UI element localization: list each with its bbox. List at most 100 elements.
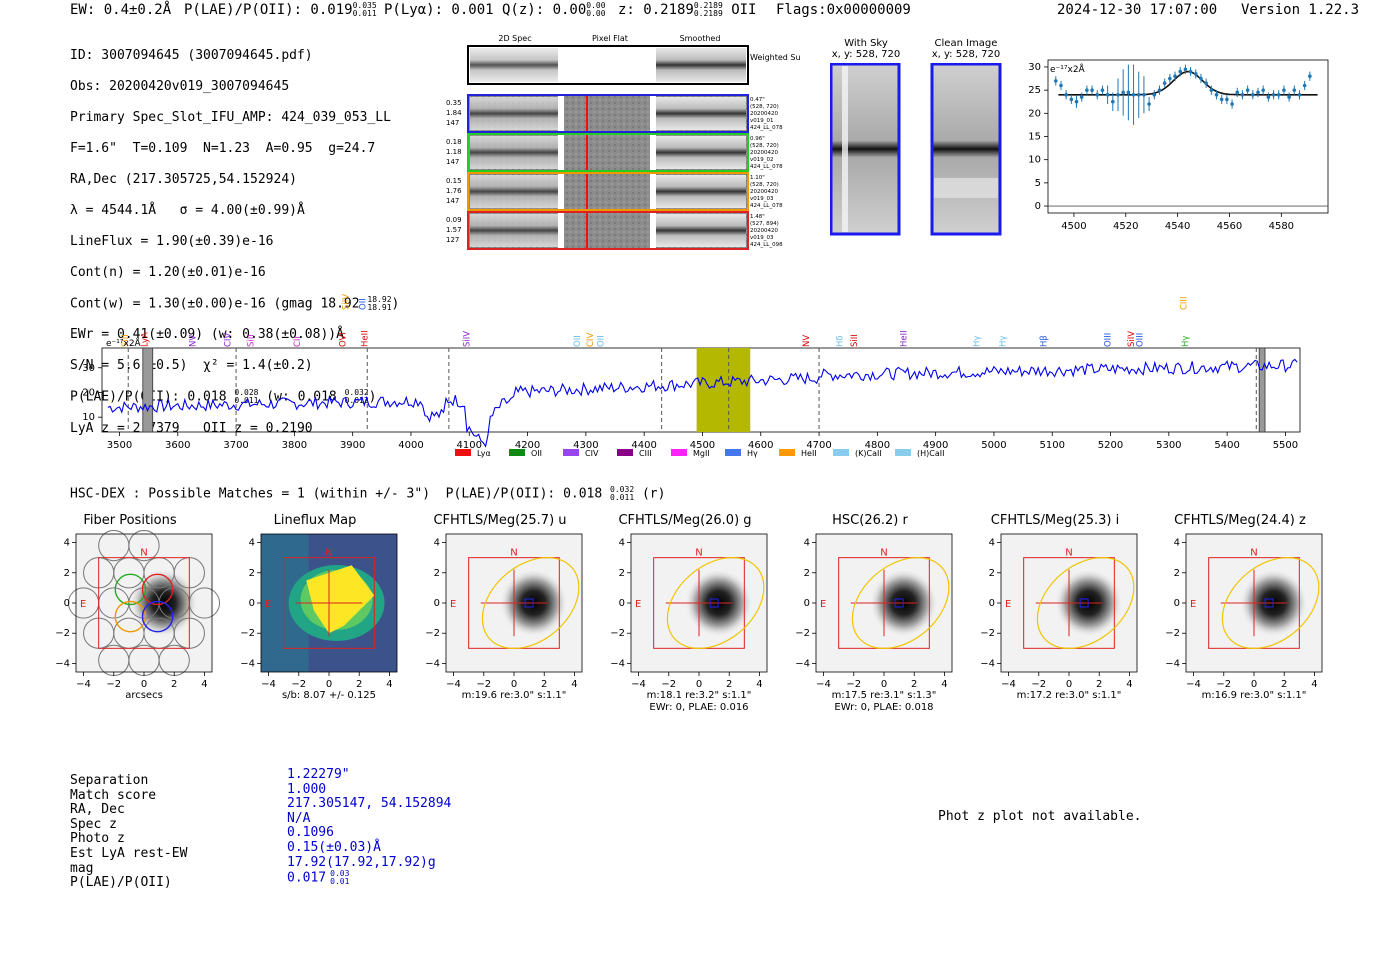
spectrum-xtick: 4800 (865, 440, 890, 451)
photometry-ellipse (1036, 557, 1135, 649)
spectrum-ytick: 30 (82, 363, 95, 374)
panel-xtick: 0 (326, 679, 332, 690)
panel-caption: arcsecs (125, 690, 163, 701)
panel-ytick: −4 (1165, 658, 1180, 669)
panel-xtick: −2 (661, 679, 676, 690)
panel-xtick: 2 (171, 679, 177, 690)
panel-xtick: −2 (1216, 679, 1231, 690)
cutout-right-label: 1.10" (750, 175, 765, 181)
panel-xtick: 4 (571, 679, 577, 690)
image-panel-phot: CFHTLS/Meg(24.4) z N E −4 −4 −2 −2 0 0 2 2 4 4 m:16.9… (1150, 510, 1330, 730)
legend-swatch (725, 449, 741, 456)
panel-ytick: 2 (434, 568, 440, 579)
photometry-ellipse (481, 557, 580, 649)
legend-swatch (455, 449, 471, 456)
panel-xtick: 0 (1066, 679, 1072, 690)
fit-data-point (1225, 97, 1229, 102)
image-panel-plot: N E −4 −4 −2 −2 0 0 2 2 4 4 m:19.6 re:3.0" s:1.1" (425, 533, 583, 701)
fit-data-point (1069, 97, 1074, 102)
legend-label: (K)CaII (855, 449, 882, 458)
fit-ytick: 0 (1035, 201, 1041, 212)
image-panel-title: CFHTLS/Meg(26.0) g (618, 513, 752, 528)
cutout-right-label: 0.47" (750, 97, 765, 103)
header-flags: Flags:0x00000009 (776, 2, 911, 18)
match-value: 0.017 0.03 0.01 (287, 869, 350, 887)
panel-caption: m:17.2 re:3.0" s:1.1" (1017, 690, 1122, 701)
fit-data-point (1131, 92, 1136, 97)
photometry-ellipse (851, 557, 950, 649)
fit-data-point (1214, 92, 1219, 97)
cutout-right-label: 20200420 (750, 228, 778, 234)
east-label: E (820, 599, 826, 610)
spectral-line-label: SiII (850, 334, 860, 347)
panel-ytick: −2 (795, 628, 810, 639)
east-label: E (450, 599, 456, 610)
cutout-right-label: v019_03 (750, 235, 774, 241)
panel-ytick: −4 (980, 658, 995, 669)
legend-label: (H)CaII (917, 449, 944, 458)
fit-xtick: 4580 (1269, 221, 1294, 232)
target-marker (1079, 598, 1089, 608)
image-panel-phot: CFHTLS/Meg(25.7) u N E −4 −4 −2 −2 0 0 2 2 4 4 m:19.6… (410, 510, 590, 730)
legend-swatch (833, 449, 849, 456)
fit-data-point (1136, 92, 1141, 97)
fit-data-point (1245, 88, 1250, 92)
image-panel-fiber: Fiber Positions N E −4 −4 −2 −2 0 0 2 2 4 4 arcsecs (40, 510, 220, 730)
spectrum-unit-label: e⁻¹⁷x2Å (106, 337, 142, 349)
spectral-line-label: OIII (1136, 333, 1146, 347)
header-z: z: 0.2189 0.2189 0.2189 OII (618, 1, 757, 19)
match-value: 217.305147, 54.152894 (287, 796, 452, 812)
fit-data-point (1121, 90, 1125, 95)
north-label: N (1250, 548, 1257, 559)
spectrum-xtick: 3500 (107, 440, 132, 451)
cutout-left-label: 1.84 (446, 109, 462, 117)
fit-data-point (1209, 88, 1214, 92)
match-label: P(LAE)/P(OII) (70, 875, 172, 891)
fit-data-point (1302, 83, 1307, 88)
fit-data-point (1240, 92, 1245, 97)
masked-region (1258, 347, 1266, 433)
col-label-2d-spec: 2D Spec (498, 34, 531, 43)
cutout-right-label: 424_LL_078 (750, 203, 783, 209)
panel-ytick: 4 (989, 538, 995, 549)
match-value: N/A (287, 810, 311, 826)
panel-xtick: −4 (816, 679, 831, 690)
cutout-row-border (467, 211, 749, 250)
fit-data-point (1256, 90, 1260, 95)
match-value: 1.22279" (287, 767, 350, 782)
cutout-row: 0.18 1.18 147 0.96"(528, 720)20200420v019_0… (446, 133, 783, 172)
cutout-right-label: 20200420 (750, 111, 778, 117)
panel-xtick: 0 (881, 679, 887, 690)
fit-data-point (1085, 88, 1089, 92)
panel-xtick: −4 (1001, 679, 1016, 690)
legend-label: OII (531, 449, 542, 458)
info-fparams: F=1.6" T=0.109 N=1.23 A=0.95 g=24.7 (70, 140, 376, 156)
panel-ytick: 0 (619, 598, 625, 609)
spectral-line-label: Hγ (1181, 336, 1191, 347)
masked-region (142, 347, 154, 433)
cutout-right-label: 1.48" (750, 214, 765, 220)
cutout-left-label: 147 (446, 158, 459, 166)
panel-ytick: −4 (240, 658, 255, 669)
fit-data-point (1168, 76, 1172, 81)
spectrum-xtick: 4100 (457, 440, 482, 451)
fit-data-point (1095, 92, 1100, 97)
panel-caption: m:17.5 re:3.1" s:1.3" (832, 690, 937, 701)
photz-note: Phot z plot not available. (938, 809, 1142, 824)
legend-label: HeII (801, 449, 817, 458)
header-plae: P(LAE)/P(OII): 0.019 0.035 0.011 (184, 1, 377, 19)
panel-ytick: −4 (610, 658, 625, 669)
image-panel-plot: N E −4 −4 −2 −2 0 0 2 2 4 4 arcsecs (55, 530, 220, 701)
spectral-line-label: OIII (1104, 333, 1114, 347)
spectrum-xtick: 3600 (165, 440, 190, 451)
panel-xtick: 4 (756, 679, 762, 690)
match-label: RA, Dec (70, 802, 125, 818)
fit-data-point (1105, 92, 1110, 97)
spectral-line-label: NV (188, 335, 198, 347)
cutout-row: 0.15 1.76 147 1.10"(528, 720)20200420v019_0… (446, 172, 783, 211)
fit-data-point (1142, 92, 1146, 97)
target-marker (709, 598, 719, 608)
cutout-row-border (467, 172, 749, 211)
match-value: 0.1096 (287, 825, 334, 841)
